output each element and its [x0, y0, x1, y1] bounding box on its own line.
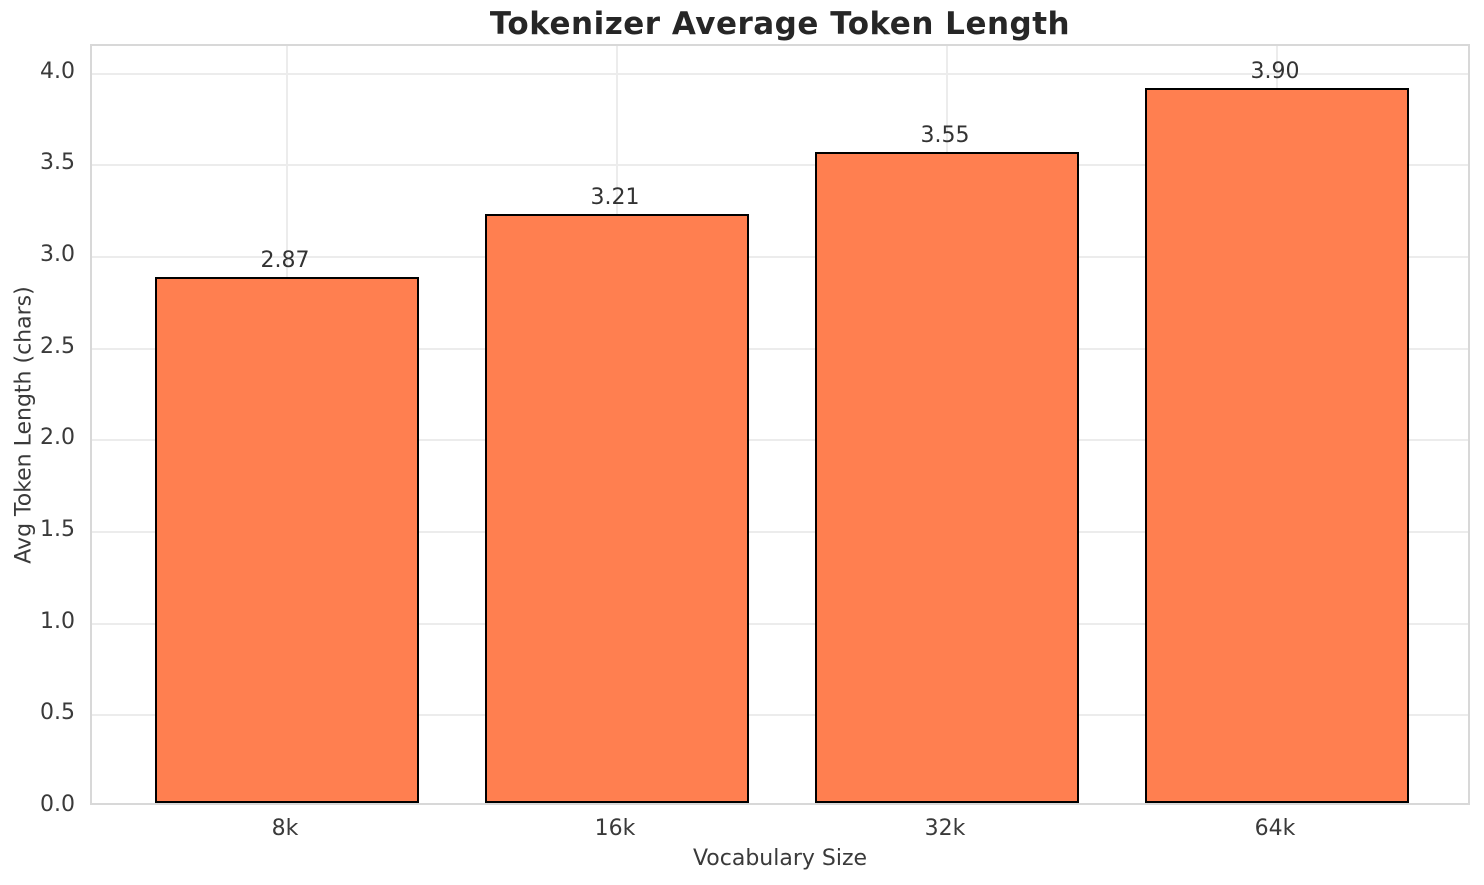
y-gridline — [92, 622, 1468, 625]
y-tick-label: 0.5 — [40, 700, 75, 726]
bar-value-label: 3.90 — [1250, 58, 1300, 84]
y-gridline — [92, 164, 1468, 167]
y-gridline — [92, 347, 1468, 350]
y-tick-label: 2.0 — [40, 425, 75, 451]
x-axis-label: Vocabulary Size — [692, 846, 868, 871]
y-gridline — [92, 255, 1468, 258]
bar-64k — [1145, 87, 1409, 803]
y-tick-label: 3.5 — [40, 150, 75, 176]
y-tick-label: 4.0 — [40, 58, 75, 84]
bar-value-label: 3.55 — [920, 123, 970, 149]
bar-value-label: 3.21 — [590, 185, 640, 211]
x-tick-label: 32k — [924, 816, 966, 841]
y-tick-label: 2.5 — [40, 333, 75, 359]
y-gridline — [92, 530, 1468, 533]
x-tick-label: 64k — [1254, 816, 1296, 841]
bar-16k — [485, 214, 749, 803]
y-tick-label: 0.0 — [40, 792, 75, 817]
y-gridline — [92, 72, 1468, 75]
y-tick-label: 1.5 — [40, 516, 75, 542]
y-gridline — [92, 714, 1468, 717]
bar-8k — [155, 276, 419, 803]
y-tick-label: 1.0 — [40, 608, 75, 634]
plot-area — [90, 44, 1470, 805]
chart-title: Tokenizer Average Token Length — [489, 6, 1071, 42]
x-tick-label: 8k — [271, 816, 299, 841]
bar-value-label: 2.87 — [260, 247, 310, 273]
y-gridline — [92, 439, 1468, 442]
x-tick-label: 16k — [594, 816, 636, 841]
bar-32k — [815, 152, 1079, 803]
y-tick-label: 3.0 — [40, 241, 75, 267]
